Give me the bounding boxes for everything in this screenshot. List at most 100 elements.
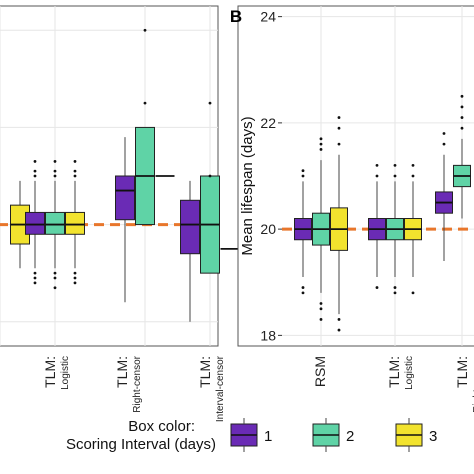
legend-label: 2 xyxy=(346,428,354,445)
x-tick-label-main: TLM: xyxy=(197,356,213,388)
outlier-point xyxy=(460,94,464,98)
x-tick-label: TLM: Right-censor xyxy=(454,355,474,412)
box-interval-1 xyxy=(25,160,45,285)
outlier-point xyxy=(375,163,379,167)
outlier-point xyxy=(337,142,341,146)
legend-items: 1 2 3 xyxy=(230,418,437,452)
outlier-point xyxy=(301,291,305,295)
panel-b-border xyxy=(237,5,474,347)
outlier-point xyxy=(53,271,57,275)
outlier-point xyxy=(460,126,464,130)
outlier-point xyxy=(53,169,57,173)
box xyxy=(180,199,200,255)
outlier-point xyxy=(319,142,323,146)
outlier-point xyxy=(53,286,57,290)
box-interval-2 xyxy=(453,94,471,219)
panel-a-x-labels: TLM: Logistic TLM: Right-censor TLM: Interval… xyxy=(42,355,226,422)
y-tick-label: 22 xyxy=(260,115,276,131)
x-tick-label: TLM: Right-censor xyxy=(114,355,143,412)
outlier-point xyxy=(319,148,323,151)
box xyxy=(45,211,65,235)
panel-a-border xyxy=(0,5,219,347)
box xyxy=(25,211,45,235)
outlier-point xyxy=(33,160,37,163)
panel-b-y-axis-label: Mean lifespan (days) xyxy=(239,116,256,255)
outlier-point xyxy=(393,291,397,295)
x-tick-label-main: TLM: xyxy=(454,356,470,388)
outlier-point xyxy=(301,286,305,289)
outlier-point xyxy=(53,174,57,178)
box-interval-2 xyxy=(312,137,330,321)
outlier-point xyxy=(53,276,57,280)
x-tick-label-main: TLM: xyxy=(42,356,58,388)
x-tick-label: TLM: Logistic xyxy=(386,356,415,390)
outlier-point xyxy=(319,137,323,141)
panel-b-label: B xyxy=(230,7,242,26)
outlier-point xyxy=(208,101,212,105)
legend-label: 1 xyxy=(264,428,272,445)
box xyxy=(65,211,85,235)
legend-item-3: 3 xyxy=(395,418,437,452)
box-interval-3 xyxy=(65,160,85,285)
outlier-point xyxy=(460,116,464,119)
outlier-point xyxy=(393,174,397,178)
box-interval-1 xyxy=(368,163,386,289)
outlier-point xyxy=(442,142,446,146)
outlier-point xyxy=(143,28,147,32)
outlier-point xyxy=(143,101,147,105)
x-tick-label-sub: Interval-censor xyxy=(215,355,226,422)
panel-a: TLM: Logistic TLM: Right-censor TLM: Interval… xyxy=(0,5,240,422)
x-tick-label-main: TLM: xyxy=(114,356,130,388)
box-interval-3 xyxy=(404,163,422,295)
box-interval-1 xyxy=(435,132,453,261)
legend: Box color: Scoring Interval (days) 1 2 3 xyxy=(66,418,437,453)
box-interval-2 xyxy=(45,160,65,290)
panel-b-boxes xyxy=(294,94,471,332)
outlier-point xyxy=(460,105,464,109)
outlier-point xyxy=(337,328,341,332)
outlier-point xyxy=(33,169,37,173)
outlier-point xyxy=(33,271,37,275)
x-tick-label: TLM: Interval-censor xyxy=(197,355,226,422)
x-tick-label: RSM xyxy=(312,356,328,387)
panel-a-boxes xyxy=(10,28,240,322)
outlier-point xyxy=(337,126,341,130)
outlier-point xyxy=(411,163,415,167)
x-tick-label-sub: Right-censor xyxy=(472,355,474,412)
x-tick-label-main: TLM: xyxy=(386,356,402,388)
outlier-point xyxy=(73,160,77,163)
outlier-point xyxy=(319,318,323,321)
outlier-point xyxy=(73,281,77,285)
outlier-point xyxy=(33,276,37,280)
outlier-point xyxy=(375,286,379,289)
box-interval-1 xyxy=(294,169,312,295)
outlier-point xyxy=(337,116,341,119)
outlier-point xyxy=(208,174,212,178)
outlier-point xyxy=(393,163,397,167)
box-interval-2 xyxy=(135,28,155,226)
x-tick-label-sub: Logistic xyxy=(404,356,415,390)
box xyxy=(115,175,135,221)
legend-item-1: 1 xyxy=(230,418,272,452)
legend-label: 3 xyxy=(429,428,437,445)
outlier-point xyxy=(442,132,446,135)
panel-b-x-labels: RSM TLM: Logistic TLM: Right-censor xyxy=(312,355,474,412)
box-interval-1 xyxy=(180,180,200,322)
outlier-point xyxy=(73,174,77,178)
x-tick-label: TLM: Logistic xyxy=(42,356,71,390)
outlier-point xyxy=(301,169,305,173)
box-interval-3 xyxy=(330,116,348,332)
outlier-point xyxy=(73,169,77,173)
outlier-point xyxy=(393,286,397,289)
y-tick-label: 20 xyxy=(260,221,276,237)
x-tick-label-main: RSM xyxy=(312,356,328,387)
outlier-point xyxy=(53,160,57,163)
box-interval-2 xyxy=(200,101,220,274)
y-tick-label: 24 xyxy=(260,9,276,25)
panel-b-y-ticks: 18 20 22 24 xyxy=(260,9,282,343)
box-interval-1 xyxy=(115,137,135,303)
outlier-point xyxy=(33,174,37,178)
box-interval-2 xyxy=(386,163,404,295)
